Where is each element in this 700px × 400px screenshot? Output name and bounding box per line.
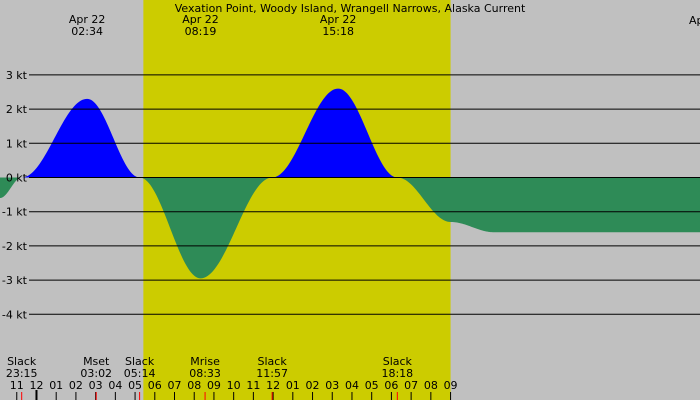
edge-date-label: Ap [689, 14, 700, 27]
flood-area-2 [21, 98, 140, 178]
hour-label-10: 10 [227, 379, 241, 392]
hour-label-18: 06 [384, 379, 398, 392]
extreme-date-2: Apr 22 [320, 13, 357, 26]
hour-label-3: 03 [89, 379, 103, 392]
hour-label-4: 04 [108, 379, 122, 392]
y-tick-label--2: -2 kt [2, 240, 28, 253]
hour-label-15: 03 [325, 379, 339, 392]
y-tick-label--1: -1 kt [2, 206, 28, 219]
y-tick-label-2: 2 kt [6, 103, 28, 116]
hour-label-2: 02 [69, 379, 83, 392]
current-area-layer [0, 88, 700, 279]
event-labels: Slack23:15Mset03:02Slack05:14Mrise08:33S… [6, 355, 413, 380]
hour-label-11: 11 [246, 379, 260, 392]
y-tick-label-0: 0 kt [6, 172, 28, 185]
y-tick-label-3: 3 kt [6, 69, 28, 82]
gridline-layer [29, 74, 700, 315]
event-label-4: Slack [258, 355, 288, 368]
hour-label-20: 08 [424, 379, 438, 392]
hour-label-16: 04 [345, 379, 359, 392]
hour-label-5: 05 [128, 379, 142, 392]
event-time-5: 18:18 [381, 367, 413, 380]
hour-label-21: 09 [444, 379, 458, 392]
extreme-time-0: 02:34 [71, 25, 103, 38]
y-tick-label-1: 1 kt [6, 137, 28, 150]
hour-label-1: 01 [49, 379, 63, 392]
y-axis-labels: 3 kt 2 kt 1 kt 0 kt -1 kt -2 kt -3 kt -4 kt [2, 69, 28, 321]
hour-label-12: 12 [266, 379, 280, 392]
ebb-area-4 [139, 177, 273, 279]
hour-label-6: 06 [148, 379, 162, 392]
extreme-time-2: 15:18 [322, 25, 354, 38]
extreme-date-1: Apr 22 [182, 13, 219, 26]
hour-label-13: 01 [286, 379, 300, 392]
hour-axis: 11 12 01 02 03 04 05 06 07 08 09 10 11 12 01 02 03 04 05 06… [10, 379, 458, 400]
chart-title: Vexation Point, Woody Island, Wrangell N… [175, 2, 526, 15]
event-label-2: Slack [125, 355, 155, 368]
event-label-0: Slack [7, 355, 37, 368]
event-label-1: Mset [83, 355, 110, 368]
y-tick-label--4: -4 kt [2, 308, 28, 321]
hour-label--1: 11 [10, 379, 24, 392]
hour-label-14: 02 [306, 379, 320, 392]
event-label-3: Mrise [190, 355, 220, 368]
event-label-5: Slack [383, 355, 413, 368]
hour-label-19: 07 [404, 379, 418, 392]
event-time-1: 03:02 [80, 367, 112, 380]
y-tick-label--3: -3 kt [2, 274, 28, 287]
extreme-date-0: Apr 22 [69, 13, 106, 26]
hour-label-9: 09 [207, 379, 221, 392]
event-time-4: 11:57 [256, 367, 288, 380]
extreme-time-1: 08:19 [185, 25, 217, 38]
flood-area-6 [272, 88, 398, 178]
hour-label-7: 07 [168, 379, 182, 392]
ebb-area-8 [397, 177, 700, 233]
ebb-area-0 [0, 177, 22, 199]
event-time-3: 08:33 [189, 367, 221, 380]
event-time-0: 23:15 [6, 367, 38, 380]
event-time-2: 05:14 [124, 367, 156, 380]
hour-label-0: 12 [29, 379, 43, 392]
hour-label-8: 08 [187, 379, 201, 392]
hour-label-17: 05 [365, 379, 379, 392]
